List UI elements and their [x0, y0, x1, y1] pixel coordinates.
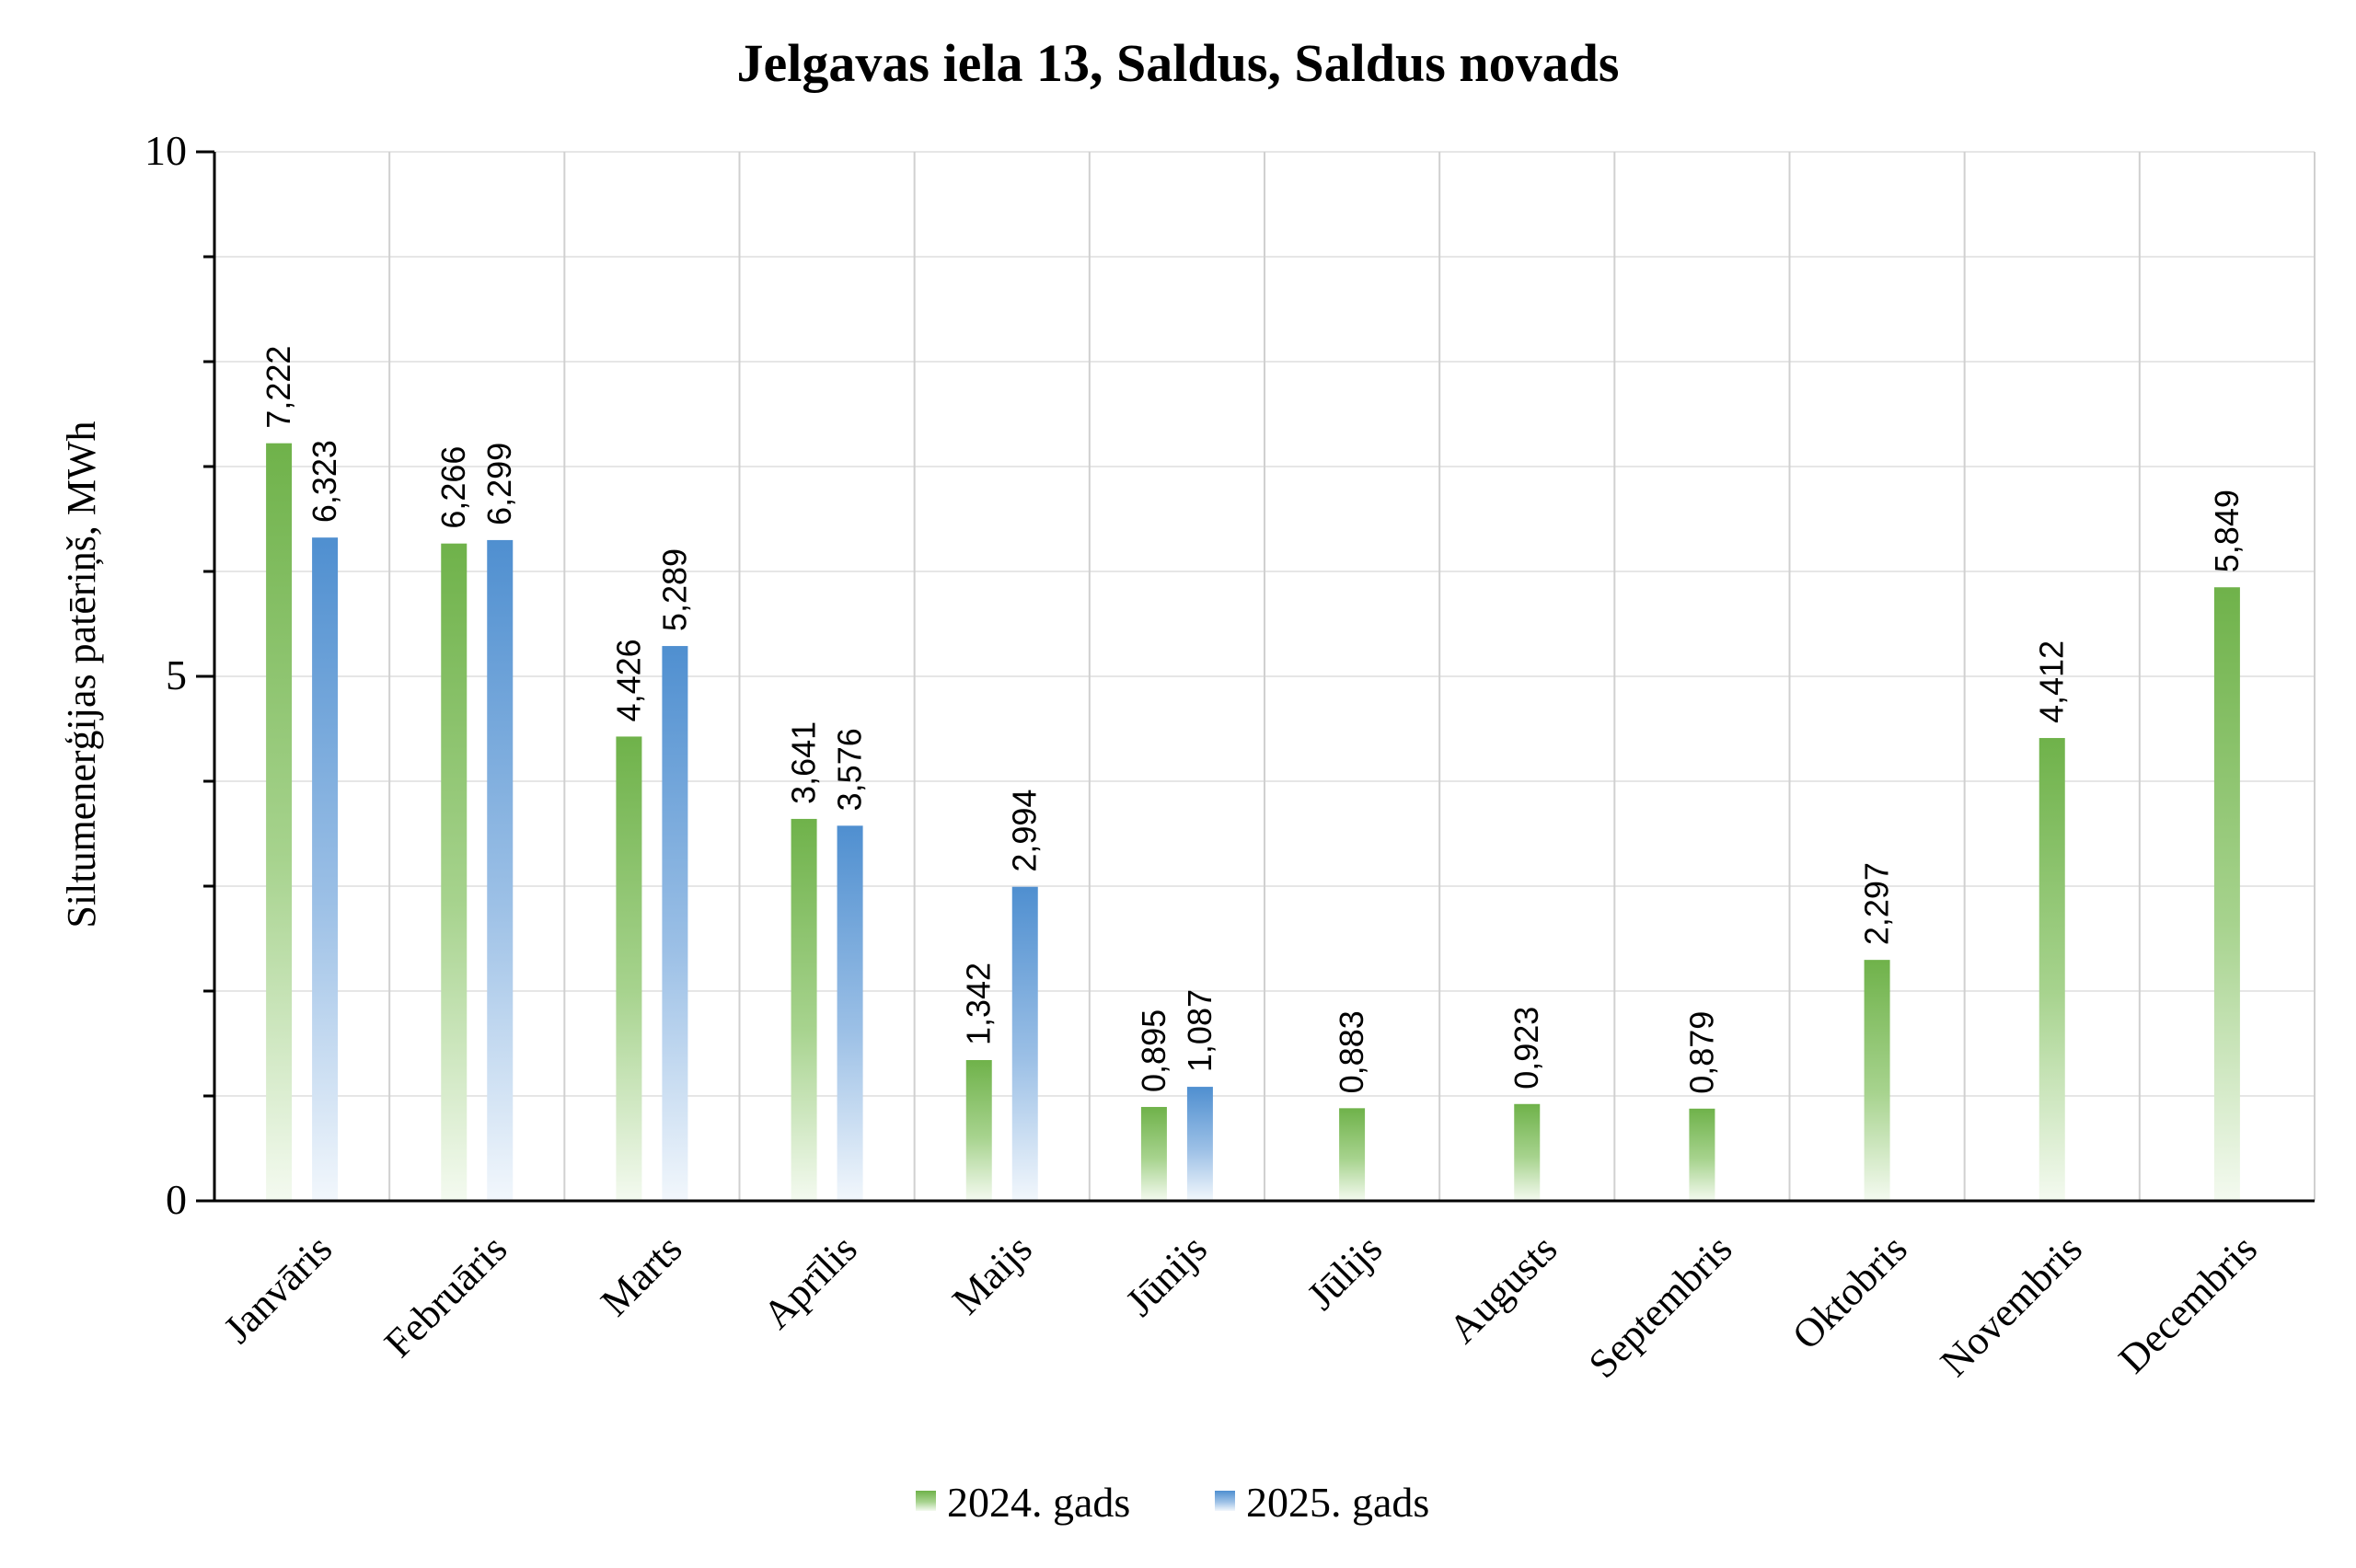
bar-2024 [441, 543, 468, 1201]
x-tick-label: Oktobris [1784, 1226, 1916, 1358]
bar-2025 [662, 646, 688, 1201]
data-label: 7,222 [260, 346, 297, 429]
bar-2024 [616, 736, 642, 1201]
x-tick-label: Jūnijs [1117, 1226, 1216, 1324]
data-label: 5,849 [2208, 490, 2246, 572]
x-tick-label: Februāris [375, 1226, 515, 1366]
bar-2024 [1689, 1108, 1715, 1201]
data-label: 4,426 [609, 639, 647, 721]
data-label: 0,895 [1135, 1009, 1172, 1092]
legend: 2024. gads 2025. gads [916, 1479, 1429, 1526]
bar-2024 [266, 443, 293, 1201]
data-label: 0,879 [1682, 1011, 1720, 1094]
data-label: 3,641 [785, 721, 823, 804]
legend-swatch [1215, 1491, 1235, 1511]
data-label: 1,087 [1181, 989, 1218, 1072]
legend-swatch [916, 1491, 936, 1511]
x-tick-label: Marts [592, 1226, 690, 1324]
plot-area: 0 5 10 7,222 6,266 4,426 3,641 1,342 0,895 0,883 0… [144, 127, 2316, 1387]
x-tick-label: Decembris [2110, 1226, 2266, 1381]
bar-2025 [1011, 886, 1038, 1201]
x-tick-label: Maijs [943, 1226, 1041, 1323]
data-label: 2,994 [1006, 790, 1044, 872]
data-label: 4,412 [2033, 640, 2071, 723]
data-label: 6,299 [480, 443, 518, 525]
x-tick-label: Jūlijs [1299, 1226, 1391, 1318]
bar-2025 [487, 539, 514, 1201]
data-label: 3,576 [831, 728, 869, 811]
data-label: 6,266 [434, 446, 472, 529]
data-label: 0,923 [1507, 1007, 1545, 1090]
bar-2024 [965, 1060, 992, 1201]
y-tick-label: 0 [166, 1176, 187, 1223]
y-axis-label: Siltumenerģijas patēriņš, MWh [59, 421, 104, 928]
chart-title: Jelgavas iela 13, Saldus, Saldus novads [737, 33, 1620, 93]
bar-2025 [1186, 1087, 1213, 1201]
data-label: 0,883 [1333, 1010, 1370, 1093]
data-label: 5,289 [655, 548, 693, 631]
x-tick-label: Septembris [1580, 1226, 1741, 1387]
bar-2024 [2213, 587, 2240, 1201]
x-tick-label: Janvāris [215, 1226, 341, 1352]
bar-2024 [1140, 1106, 1167, 1201]
x-tick-label: Aprīlis [755, 1226, 866, 1337]
bar-2024 [1339, 1108, 1366, 1201]
bar-2024 [1864, 960, 1890, 1201]
data-label: 1,342 [960, 963, 998, 1045]
bar-2025 [312, 537, 339, 1201]
bar-2024 [791, 818, 817, 1201]
data-label: 6,323 [306, 440, 343, 523]
legend-label: 2024. gads [947, 1479, 1130, 1526]
x-tick-label: Novembris [1932, 1226, 2091, 1385]
bar-2024 [1514, 1103, 1541, 1201]
x-tick-label: Augusts [1440, 1226, 1566, 1352]
y-tick-label: 5 [166, 651, 187, 698]
bar-2024 [2038, 738, 2065, 1201]
legend-label: 2025. gads [1246, 1479, 1429, 1526]
data-label: 2,297 [1858, 862, 1896, 945]
bar-2025 [837, 825, 863, 1201]
y-tick-label: 10 [144, 127, 187, 174]
